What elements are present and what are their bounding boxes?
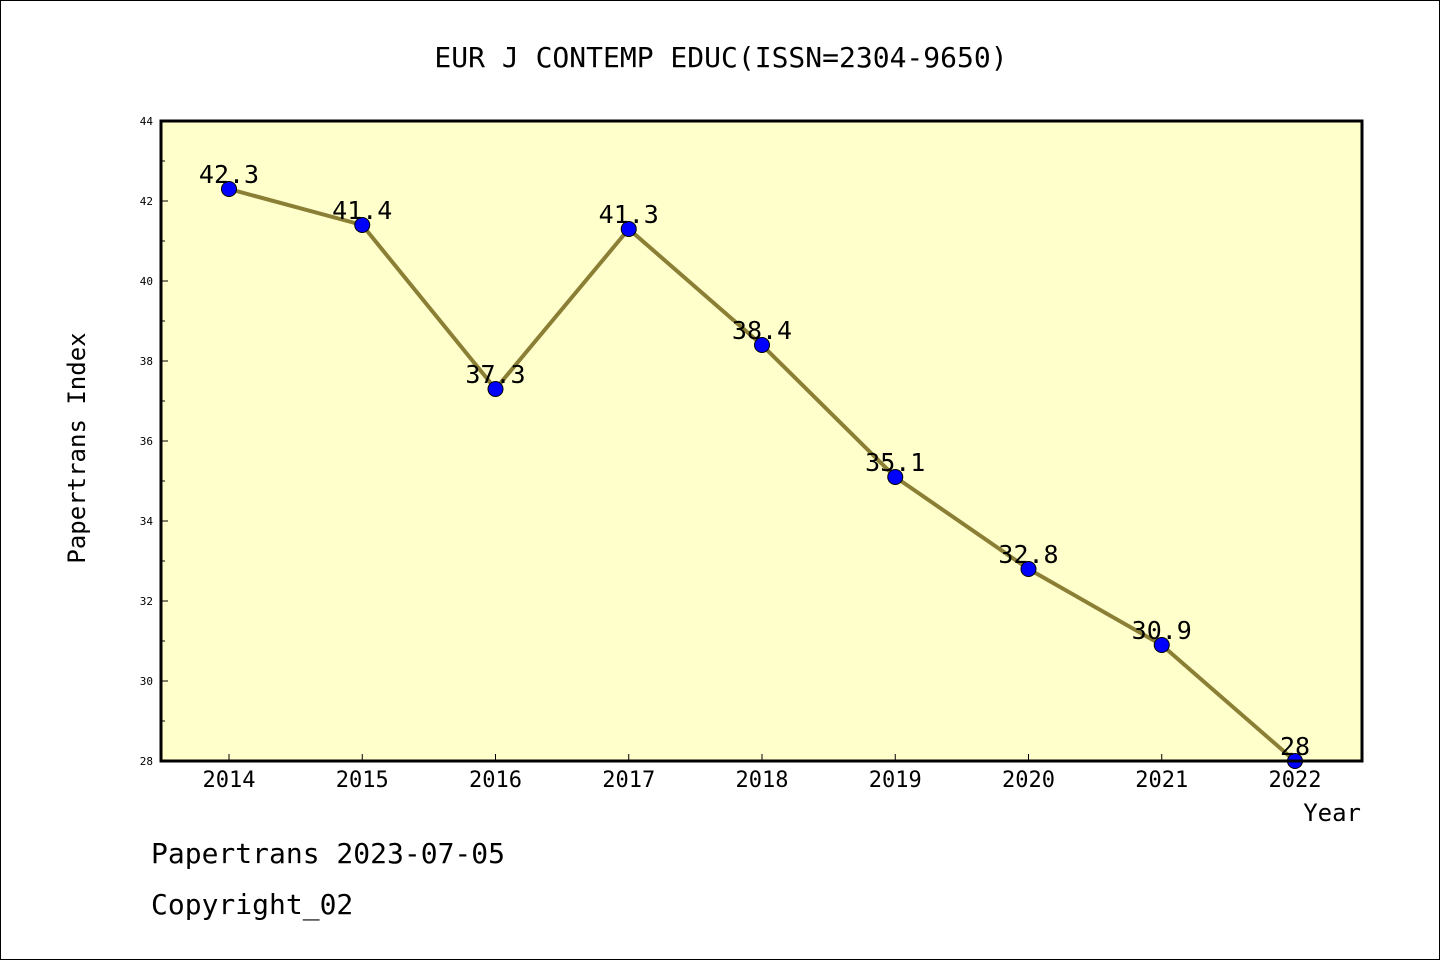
- data-label: 42.3: [199, 160, 259, 189]
- y-axis-title: Papertrans Index: [63, 332, 91, 563]
- data-point: [221, 181, 237, 197]
- data-label: 35.1: [865, 448, 925, 477]
- data-point: [1153, 637, 1170, 653]
- x-axis-ticks: 2014 2015 2016 2017 2018 2019 2020 2021 2022: [203, 754, 1322, 793]
- y-tick-label: 38: [140, 355, 153, 368]
- x-tick-label: 2017: [602, 768, 655, 793]
- y-tick-label: 44: [140, 115, 154, 128]
- x-tick-label: 2021: [1135, 768, 1188, 793]
- y-tick-label: 36: [140, 435, 153, 448]
- data-label: 38.4: [732, 316, 792, 345]
- footer-copyright: Copyright_02: [151, 888, 353, 922]
- data-label: 28: [1280, 732, 1310, 761]
- x-tick-label: 2014: [203, 768, 256, 793]
- data-point: [887, 469, 904, 485]
- y-tick-label: 40: [140, 275, 153, 288]
- x-tick-label: 2015: [336, 768, 389, 793]
- y-tick-label: 28: [140, 755, 153, 768]
- y-tick-label: 34: [140, 515, 154, 528]
- data-label: 37.3: [465, 360, 525, 389]
- x-tick-label: 2022: [1269, 768, 1322, 793]
- y-tick-label: 42: [140, 195, 153, 208]
- x-tick-label: 2016: [469, 768, 522, 793]
- y-tick-label: 30: [140, 675, 153, 688]
- data-point: [487, 381, 504, 397]
- y-tick-label: 32: [140, 595, 153, 608]
- data-point: [1020, 561, 1037, 577]
- data-label: 32.8: [998, 540, 1058, 569]
- data-label: 41.3: [599, 200, 659, 229]
- data-point: [620, 221, 637, 237]
- x-tick-label: 2019: [869, 768, 922, 793]
- plot-border: [159, 119, 1364, 763]
- chart-title: EUR J CONTEMP EDUC(ISSN=2304-9650): [434, 41, 1007, 74]
- data-label: 41.4: [332, 196, 392, 225]
- x-axis-title: Year: [1303, 799, 1361, 827]
- data-point: [754, 337, 770, 353]
- data-label: 30.9: [1132, 616, 1192, 645]
- data-point: [354, 217, 371, 233]
- data-labels: 42.3 41.4 37.3 41.3 38.4 35.1 32.8 30.9 28: [199, 160, 1310, 761]
- footer-date: Papertrans 2023-07-05: [151, 837, 505, 870]
- y-axis-ticks: 28 30 32 34 36 38 40 42 44: [140, 115, 168, 768]
- x-tick-label: 2020: [1002, 768, 1055, 793]
- x-tick-label: 2018: [736, 768, 789, 793]
